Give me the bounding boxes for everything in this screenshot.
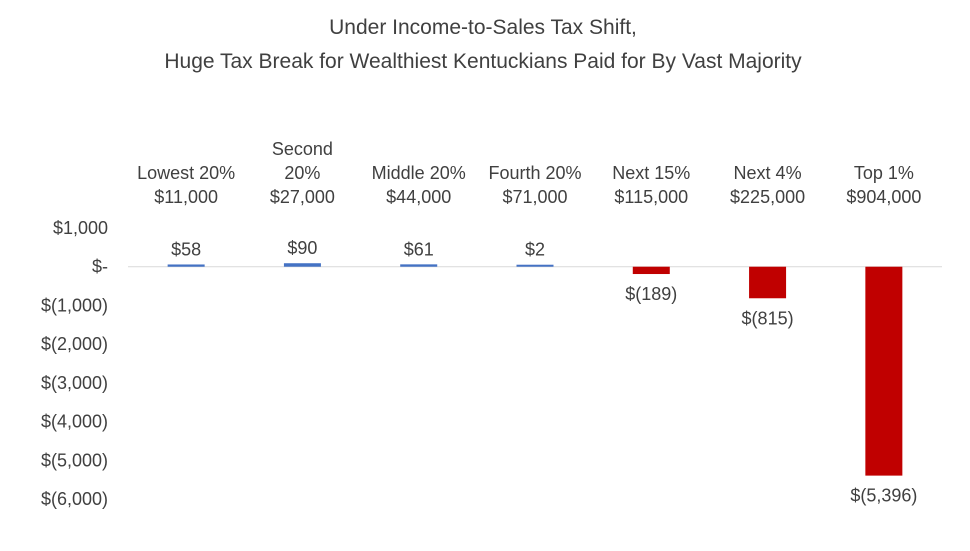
category-label-line: $115,000 <box>614 187 688 207</box>
bar <box>283 263 321 267</box>
y-tick-label: $(2,000) <box>41 334 108 354</box>
chart-title-line-2: Huge Tax Break for Wealthiest Kentuckian… <box>164 50 802 73</box>
category-label-line: Next 15% <box>612 163 690 183</box>
y-tick-label: $(3,000) <box>41 373 108 393</box>
category-label-line: Fourth 20% <box>488 163 581 183</box>
category-label-line: Second <box>272 139 333 159</box>
category-label: Second 20% $27,000 <box>270 139 335 207</box>
bar <box>749 266 787 299</box>
category-label: Lowest 20% $11,000 <box>137 163 235 207</box>
category-label-line: Middle 20% <box>372 163 466 183</box>
bars <box>167 263 903 476</box>
y-tick-label: $- <box>92 257 108 277</box>
data-label: $(5,396) <box>850 486 917 506</box>
category-label-line: Lowest 20% <box>137 163 235 183</box>
bar <box>167 264 205 267</box>
category-label: Next 4% $225,000 <box>730 163 805 207</box>
data-label: $2 <box>525 240 545 260</box>
category-label-line: Next 4% <box>734 163 802 183</box>
category-label: Top 1% $904,000 <box>846 163 921 207</box>
y-axis: $1,000 $- $(1,000) $(2,000) $(3,000) $(4,000)… <box>41 218 108 509</box>
category-label-line: $225,000 <box>730 187 805 207</box>
y-tick-label: $(5,000) <box>41 450 108 470</box>
category-label: Fourth 20% $71,000 <box>488 163 581 207</box>
category-label-line: $44,000 <box>386 187 451 207</box>
chart-title: Under Income-to-Sales Tax Shift, Huge Ta… <box>164 16 802 73</box>
data-label: $(815) <box>742 308 794 328</box>
data-label: $58 <box>171 239 201 259</box>
bar <box>516 264 554 267</box>
category-label-line: $904,000 <box>846 187 921 207</box>
data-label: $(189) <box>625 284 677 304</box>
y-tick-label: $(4,000) <box>41 412 108 432</box>
data-labels: $58 $90 $61 $2 $(189) $(815) $(5,396) <box>171 238 917 505</box>
bar <box>632 266 670 275</box>
chart-title-line-1: Under Income-to-Sales Tax Shift, <box>329 16 637 39</box>
category-label-line: $71,000 <box>502 187 567 207</box>
category-label: Next 15% $115,000 <box>612 163 690 207</box>
category-label-line: $11,000 <box>154 187 218 207</box>
y-tick-label: $1,000 <box>53 218 108 238</box>
y-tick-label: $(1,000) <box>41 295 108 315</box>
category-label: Middle 20% $44,000 <box>372 163 466 207</box>
bar <box>865 266 903 476</box>
bar <box>400 264 438 267</box>
category-label-line: Top 1% <box>854 163 914 183</box>
data-label: $61 <box>404 239 434 259</box>
category-labels: Lowest 20% $11,000 Second 20% $27,000 Middle … <box>137 139 921 207</box>
category-label-line: $27,000 <box>270 187 335 207</box>
category-label-line: 20% <box>284 163 320 183</box>
data-label: $90 <box>287 238 317 258</box>
y-tick-label: $(6,000) <box>41 489 108 509</box>
